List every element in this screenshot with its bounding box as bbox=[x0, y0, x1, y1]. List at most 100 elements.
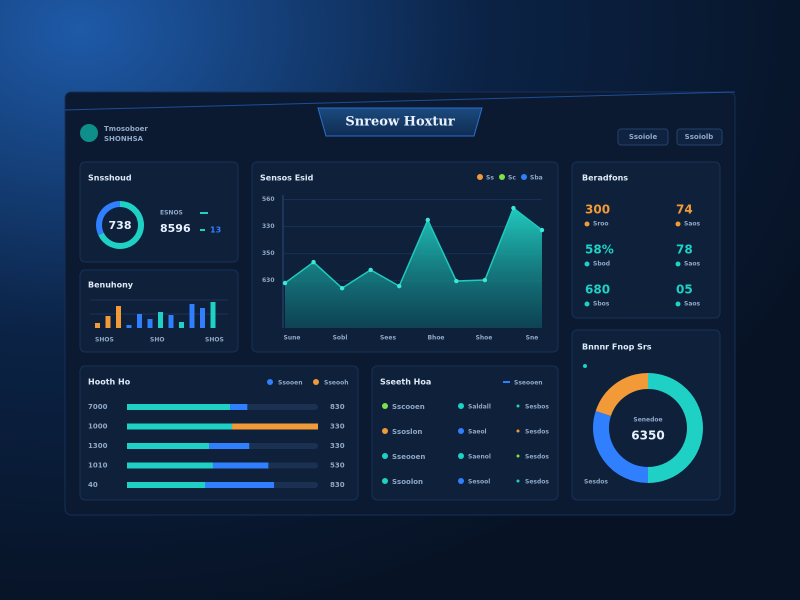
list-dot bbox=[516, 479, 520, 483]
stat-value: 74 bbox=[676, 203, 693, 217]
point bbox=[397, 283, 402, 289]
bar bbox=[179, 322, 184, 328]
bar bbox=[127, 423, 233, 430]
panel-title: Snsshoud bbox=[88, 174, 132, 183]
label: Ssooen bbox=[278, 380, 302, 387]
y-tick-label: 630 bbox=[262, 277, 275, 284]
bar bbox=[105, 316, 111, 328]
panel-title: Benuhony bbox=[88, 281, 134, 290]
brand: Tmosoboer bbox=[104, 125, 148, 133]
app-title: Snreow Hoxtur bbox=[345, 115, 455, 130]
list-dot bbox=[382, 453, 388, 459]
row-end-label: 530 bbox=[330, 462, 345, 470]
list-dot bbox=[382, 403, 388, 409]
button-label[interactable]: Ssoiole bbox=[629, 133, 658, 141]
panel bbox=[79, 161, 239, 263]
label: Sroo bbox=[593, 221, 609, 228]
bar bbox=[116, 306, 121, 328]
label: Sba bbox=[530, 175, 543, 182]
panel-title: Sseeth Hoa bbox=[380, 378, 431, 387]
bar bbox=[205, 482, 275, 488]
label: Saos bbox=[684, 261, 700, 268]
bar bbox=[209, 443, 250, 449]
bar bbox=[147, 319, 153, 328]
label: Saos bbox=[684, 301, 700, 308]
x-tick-label: Shoe bbox=[476, 335, 493, 342]
x-tick-label: Bhoe bbox=[427, 335, 444, 342]
list-dot bbox=[516, 429, 520, 433]
list-cell: Sesdos bbox=[525, 429, 549, 436]
legend-dot bbox=[521, 174, 527, 180]
bar bbox=[127, 462, 213, 469]
bar bbox=[127, 482, 206, 488]
stat-value: 300 bbox=[585, 203, 610, 217]
point bbox=[282, 280, 288, 286]
label: Saos bbox=[684, 221, 700, 228]
label: Sseooh bbox=[324, 380, 348, 387]
bar bbox=[212, 462, 269, 469]
button[interactable] bbox=[617, 128, 669, 146]
stat-value: 680 bbox=[585, 283, 610, 297]
bar bbox=[230, 404, 248, 410]
list-cell: Sesdos bbox=[525, 454, 549, 461]
brand-sub: SHONHSA bbox=[104, 135, 144, 143]
list-cell: Saldall bbox=[468, 404, 491, 411]
bar bbox=[158, 312, 163, 328]
legend-swatch bbox=[200, 229, 205, 231]
list-cell: Sseooen bbox=[392, 453, 425, 461]
stat-dot bbox=[584, 221, 590, 227]
panel bbox=[371, 365, 559, 501]
label: Sbod bbox=[593, 261, 610, 268]
point bbox=[539, 227, 545, 233]
legend-dot bbox=[583, 364, 587, 368]
row-label: 1000 bbox=[88, 423, 108, 431]
list-dot bbox=[458, 478, 464, 484]
list-dot bbox=[458, 453, 464, 459]
y-tick-label: 560 bbox=[262, 196, 275, 203]
bar bbox=[126, 325, 132, 328]
x-tick-label: Sune bbox=[284, 335, 301, 342]
ring-segment bbox=[595, 373, 649, 417]
list-dot bbox=[382, 428, 388, 434]
label: SHOS bbox=[205, 337, 224, 344]
point bbox=[511, 205, 516, 211]
list-cell: Sesdos bbox=[525, 479, 549, 486]
panel-title: Beradfons bbox=[582, 174, 628, 183]
bar bbox=[127, 404, 231, 410]
legend-swatch bbox=[200, 212, 208, 214]
row-end-label: 330 bbox=[330, 442, 345, 450]
list-dot bbox=[382, 478, 388, 484]
ring-segment bbox=[98, 201, 144, 249]
stat-dot bbox=[675, 261, 681, 267]
bar bbox=[95, 323, 100, 328]
label: Sseooen bbox=[514, 380, 543, 387]
panel-title: Hooth Ho bbox=[88, 378, 131, 387]
logo bbox=[80, 124, 98, 142]
point bbox=[311, 259, 316, 265]
ring-segment bbox=[647, 373, 703, 483]
button-label[interactable]: Ssoiolb bbox=[685, 133, 714, 141]
row-label: 7000 bbox=[88, 403, 108, 411]
stat-dot bbox=[675, 221, 681, 227]
area bbox=[285, 208, 542, 328]
bar bbox=[232, 423, 318, 430]
row-label: 1300 bbox=[88, 442, 108, 450]
row-end-label: 330 bbox=[330, 423, 345, 431]
list-dot bbox=[458, 403, 464, 409]
point bbox=[482, 277, 488, 283]
label: Ss bbox=[486, 175, 494, 182]
point bbox=[368, 267, 373, 273]
title-tab bbox=[317, 107, 483, 137]
label: Sesdos bbox=[584, 479, 608, 486]
button[interactable] bbox=[676, 128, 723, 146]
list-cell: Sesool bbox=[468, 479, 490, 486]
label: 13 bbox=[210, 226, 221, 235]
list-dot bbox=[516, 404, 520, 408]
label: Senedoe bbox=[633, 417, 662, 424]
line bbox=[284, 206, 543, 290]
bar bbox=[200, 308, 205, 328]
stat-value: 58% bbox=[585, 243, 614, 257]
stat-value: 05 bbox=[676, 283, 693, 297]
stat-dot bbox=[584, 301, 590, 307]
